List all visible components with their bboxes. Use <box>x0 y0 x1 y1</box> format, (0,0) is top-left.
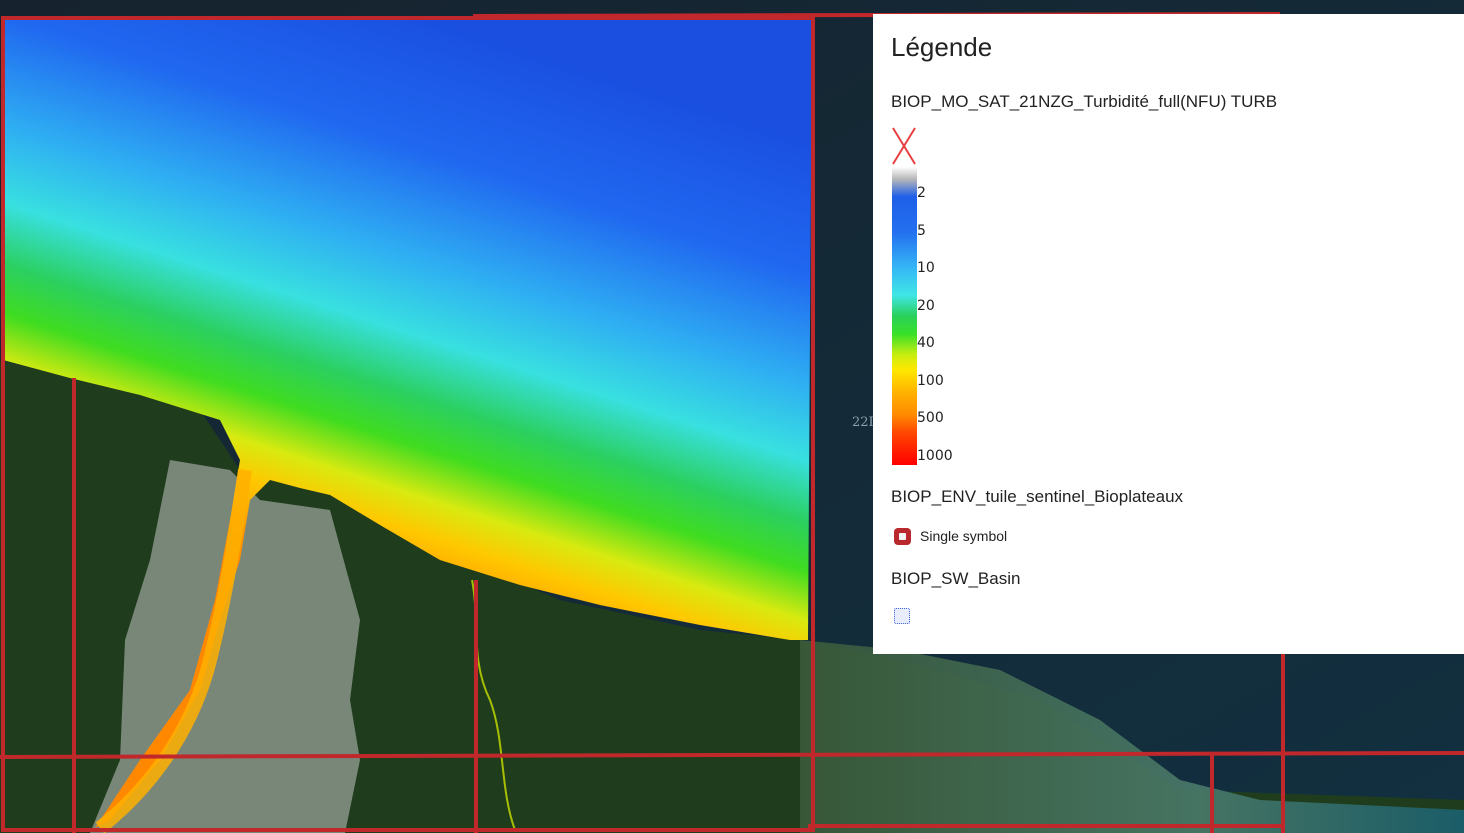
ramp-tick-label: 10 <box>917 260 935 276</box>
basin-polygon-icon <box>894 608 910 624</box>
ramp-tick-label: 20 <box>917 297 935 314</box>
single-symbol-label: Single symbol <box>920 528 1008 544</box>
ramp-tick-label: 100 <box>917 372 944 389</box>
legend-title: Légende <box>891 32 993 62</box>
red-x-icon <box>892 127 916 165</box>
layer-name-sentinel: BIOP_ENV_tuile_sentinel_Bioplateaux <box>891 487 1184 506</box>
turbidity-color-ramp <box>892 167 917 465</box>
turbidity-raster <box>3 18 812 828</box>
ramp-tick-label: 2 <box>917 185 926 201</box>
land-forest <box>0 360 1464 833</box>
single-symbol-icon <box>894 528 911 545</box>
tile-outlines <box>0 12 1464 833</box>
river-channel <box>95 469 252 833</box>
layer-name-basin: BIOP_SW_Basin <box>891 569 1021 588</box>
layer-name-turbidity: BIOP_MO_SAT_21NZG_Turbidité_full(NFU) TU… <box>891 92 1278 111</box>
ramp-tick-label: 40 <box>917 335 935 351</box>
ramp-tick-label: 1000 <box>917 447 953 464</box>
legend-panel: Légende BIOP_MO_SAT_21NZG_Turbidité_full… <box>873 14 1464 654</box>
ramp-tick-label: 5 <box>917 222 926 239</box>
map-tile-label: 22I <box>852 415 874 430</box>
land-coast-east <box>800 640 1464 833</box>
ramp-tick-label: 500 <box>917 410 944 426</box>
